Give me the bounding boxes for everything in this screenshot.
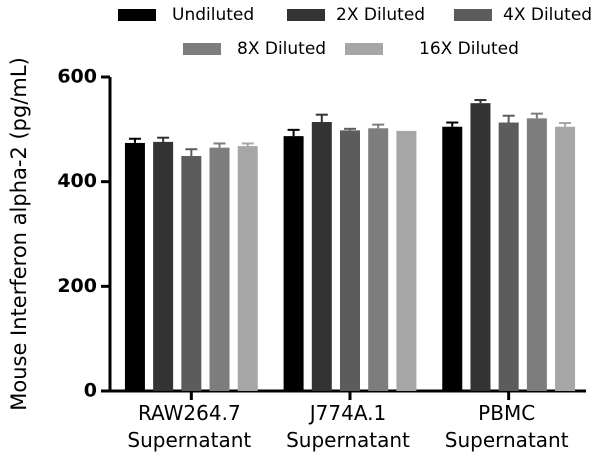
bar: [526, 118, 547, 392]
legend-label: Undiluted: [172, 5, 254, 25]
bars: [124, 103, 576, 392]
bar: [181, 156, 202, 391]
x-category-label: RAW264.7: [138, 401, 241, 425]
legend-label: 2X Diluted: [336, 5, 425, 25]
bar: [340, 130, 360, 391]
y-axis-label: Mouse Interferon alpha-2 (pg/mL): [7, 57, 31, 411]
y-tick-label: 0: [84, 380, 97, 402]
legend: Undiluted 2X Diluted 4X Diluted 8X Diluted 1…: [118, 5, 592, 59]
bar: [124, 142, 145, 391]
legend-label: 16X Diluted: [419, 39, 519, 59]
legend-swatch: [287, 9, 325, 21]
bar: [283, 136, 304, 391]
legend-swatch: [118, 9, 156, 21]
legend-swatch: [454, 9, 492, 21]
bar: [153, 141, 174, 391]
legend-swatch: [345, 43, 383, 55]
bar: [209, 147, 230, 391]
bar: [237, 146, 258, 391]
bar: [555, 126, 576, 391]
bar: [470, 103, 491, 392]
y-tick-label: 200: [57, 275, 97, 297]
x-category-label: Supernatant: [127, 428, 251, 452]
y-tick-labels: 0 200 400 600: [57, 66, 97, 402]
bar: [311, 122, 332, 392]
legend-swatch: [183, 43, 221, 55]
legend-label: 4X Diluted: [503, 5, 592, 25]
y-tick-label: 400: [57, 170, 97, 192]
x-category-label: PBMC: [478, 401, 535, 425]
bar: [368, 128, 389, 391]
x-category-label: Supernatant: [286, 428, 410, 452]
bar: [442, 126, 463, 391]
y-tick-label: 600: [57, 66, 97, 88]
x-category-label: J774A.1: [308, 401, 386, 425]
bar: [498, 122, 519, 391]
x-category-labels: RAW264.7 Supernatant J774A.1 Supernatant PBM…: [127, 401, 568, 452]
error-bars: [128, 99, 572, 157]
legend-label: 8X Diluted: [237, 39, 326, 59]
bar: [396, 130, 417, 392]
x-category-label: Supernatant: [445, 428, 569, 452]
